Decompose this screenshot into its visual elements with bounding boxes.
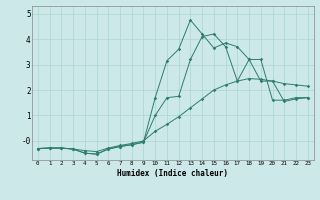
X-axis label: Humidex (Indice chaleur): Humidex (Indice chaleur): [117, 169, 228, 178]
